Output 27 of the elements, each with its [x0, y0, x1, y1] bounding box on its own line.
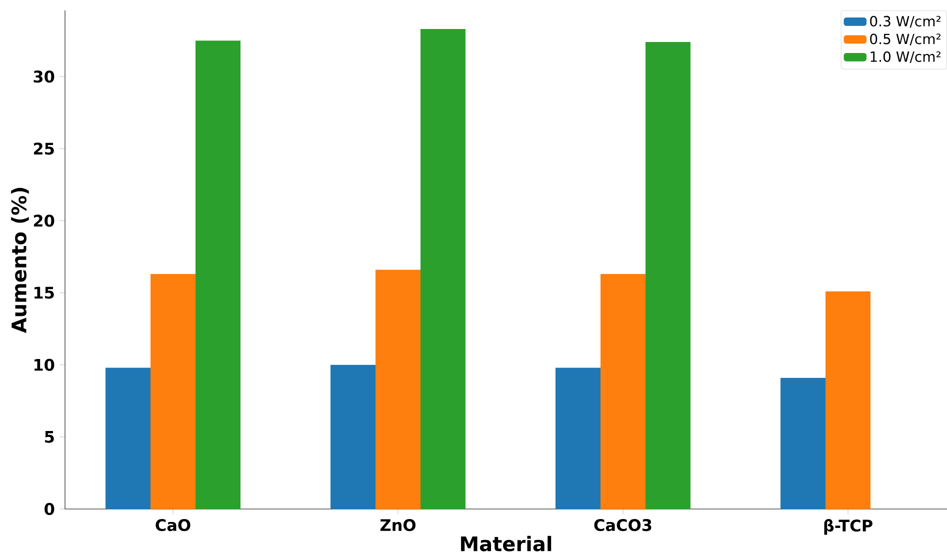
legend-label: 0.5 W/cm²	[870, 34, 940, 46]
y-tick-label: 20	[34, 214, 54, 227]
bar	[106, 368, 151, 509]
x-tick-label: β-TCP	[824, 519, 872, 535]
y-tick-label: 15	[34, 286, 54, 299]
y-tick-label: 10	[34, 358, 54, 371]
y-tick-label: 30	[34, 70, 54, 83]
bar	[826, 291, 871, 509]
y-tick-label: 25	[34, 142, 54, 155]
bar	[600, 274, 646, 509]
y-axis-title: Aumento (%)	[11, 188, 29, 334]
y-tick-label: 0	[44, 502, 54, 516]
x-axis-title: Material	[461, 536, 552, 552]
bar	[330, 364, 376, 509]
bar	[196, 40, 241, 509]
legend-label: 1.0 W/cm²	[870, 51, 940, 64]
x-tick-label: ZnO	[380, 519, 416, 532]
bar	[420, 29, 466, 509]
bar	[150, 274, 196, 509]
y-tick-label: 5	[45, 430, 54, 443]
bar	[556, 368, 601, 509]
x-tick-label: CaO	[156, 519, 190, 532]
x-tick-label: CaCO3	[594, 519, 652, 532]
bar	[376, 270, 420, 509]
bar	[780, 378, 826, 509]
legend-label: 0.3 W/cm²	[870, 16, 940, 28]
bar	[646, 42, 690, 509]
